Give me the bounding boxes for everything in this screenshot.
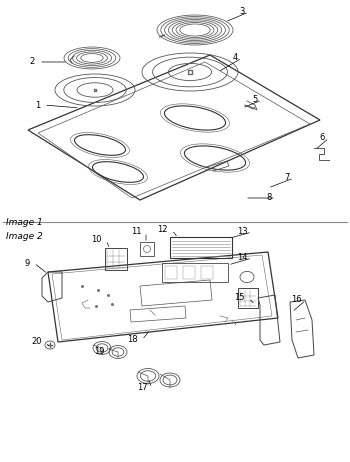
Text: 13: 13 — [237, 227, 248, 237]
Text: 5: 5 — [253, 96, 258, 104]
Text: 19: 19 — [94, 347, 105, 357]
Text: 2: 2 — [30, 57, 35, 67]
Text: Image 1: Image 1 — [6, 218, 43, 227]
Text: 12: 12 — [158, 225, 168, 235]
Text: 3: 3 — [240, 7, 245, 17]
Text: 14: 14 — [238, 254, 248, 262]
Text: 15: 15 — [234, 293, 245, 303]
Text: 17: 17 — [137, 383, 148, 393]
Text: 4: 4 — [233, 54, 238, 62]
Text: 11: 11 — [132, 227, 142, 237]
Text: 10: 10 — [91, 236, 102, 244]
Text: 8: 8 — [267, 194, 272, 202]
Text: 7: 7 — [285, 174, 290, 182]
Text: 20: 20 — [32, 338, 42, 346]
Text: 6: 6 — [320, 134, 325, 142]
Text: 18: 18 — [127, 335, 138, 345]
Text: Image 2: Image 2 — [6, 232, 43, 241]
Text: 16: 16 — [291, 296, 302, 304]
Text: 9: 9 — [25, 259, 30, 267]
Text: 1: 1 — [35, 101, 40, 109]
